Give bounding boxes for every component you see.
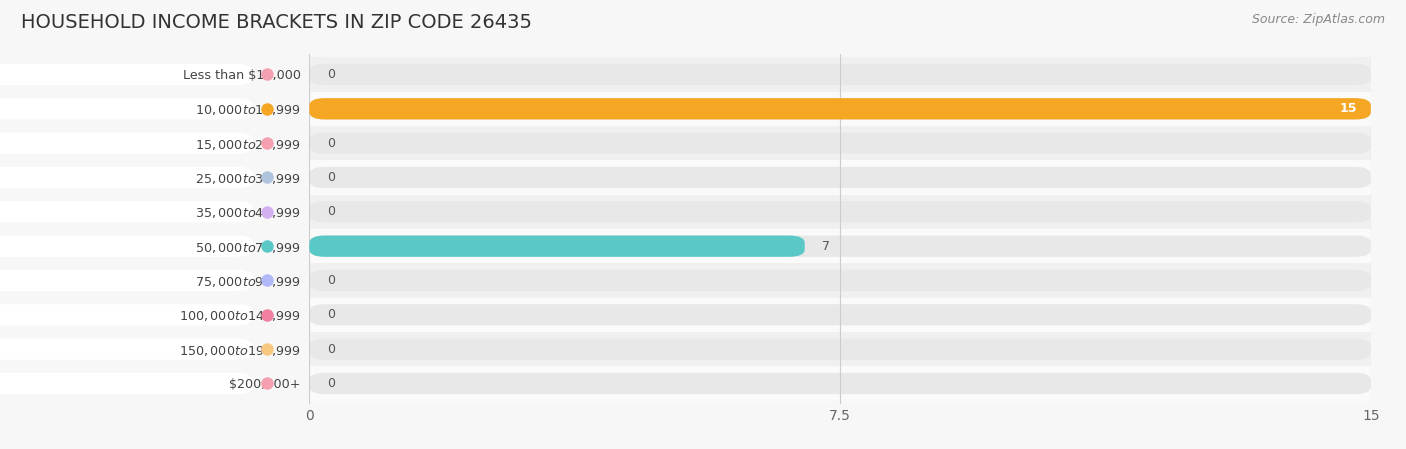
FancyBboxPatch shape bbox=[309, 373, 1371, 394]
FancyBboxPatch shape bbox=[309, 339, 1371, 360]
Text: 0: 0 bbox=[328, 274, 335, 287]
Text: 0: 0 bbox=[328, 171, 335, 184]
Text: 15: 15 bbox=[1339, 102, 1357, 115]
Bar bbox=[309, 229, 1371, 263]
FancyBboxPatch shape bbox=[0, 98, 253, 119]
FancyBboxPatch shape bbox=[0, 373, 253, 394]
Text: 0: 0 bbox=[328, 68, 335, 81]
FancyBboxPatch shape bbox=[0, 167, 253, 188]
Text: 0: 0 bbox=[328, 308, 335, 321]
FancyBboxPatch shape bbox=[309, 201, 1371, 222]
FancyBboxPatch shape bbox=[309, 132, 1371, 154]
FancyBboxPatch shape bbox=[0, 236, 253, 257]
FancyBboxPatch shape bbox=[0, 64, 253, 85]
Bar bbox=[309, 126, 1371, 160]
FancyBboxPatch shape bbox=[0, 339, 253, 360]
FancyBboxPatch shape bbox=[0, 304, 253, 326]
FancyBboxPatch shape bbox=[309, 236, 804, 257]
Text: 0: 0 bbox=[328, 136, 335, 150]
FancyBboxPatch shape bbox=[0, 201, 253, 222]
FancyBboxPatch shape bbox=[309, 98, 1371, 119]
Bar bbox=[309, 298, 1371, 332]
FancyBboxPatch shape bbox=[0, 270, 253, 291]
Text: 0: 0 bbox=[328, 205, 335, 218]
FancyBboxPatch shape bbox=[309, 236, 1371, 257]
Text: 0: 0 bbox=[328, 343, 335, 356]
Text: HOUSEHOLD INCOME BRACKETS IN ZIP CODE 26435: HOUSEHOLD INCOME BRACKETS IN ZIP CODE 26… bbox=[21, 13, 531, 32]
Text: Source: ZipAtlas.com: Source: ZipAtlas.com bbox=[1251, 13, 1385, 26]
FancyBboxPatch shape bbox=[309, 64, 1371, 85]
Bar bbox=[309, 57, 1371, 92]
Bar bbox=[309, 92, 1371, 126]
FancyBboxPatch shape bbox=[309, 167, 1371, 188]
Text: 0: 0 bbox=[328, 377, 335, 390]
FancyBboxPatch shape bbox=[0, 132, 253, 154]
Text: 7: 7 bbox=[823, 240, 831, 253]
Bar bbox=[309, 195, 1371, 229]
FancyBboxPatch shape bbox=[309, 304, 1371, 326]
Bar bbox=[309, 332, 1371, 366]
Bar bbox=[309, 263, 1371, 298]
FancyBboxPatch shape bbox=[309, 98, 1371, 119]
Bar bbox=[309, 160, 1371, 195]
Bar bbox=[309, 366, 1371, 401]
FancyBboxPatch shape bbox=[309, 270, 1371, 291]
